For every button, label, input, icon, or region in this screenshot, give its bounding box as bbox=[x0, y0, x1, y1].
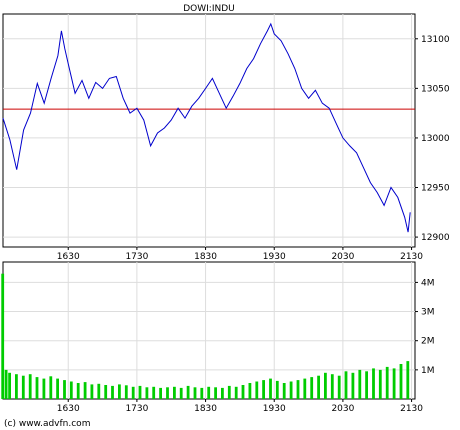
volume-bar bbox=[385, 366, 389, 399]
price-x-tick-label: 1630 bbox=[57, 252, 80, 262]
price-y-tick-label: 13100 bbox=[421, 35, 450, 45]
volume-bar bbox=[378, 369, 382, 399]
volume-bar bbox=[275, 380, 279, 399]
volume-bar bbox=[97, 383, 101, 399]
volume-bar bbox=[35, 377, 39, 399]
price-y-tick-label: 13000 bbox=[421, 134, 450, 144]
volume-bar bbox=[296, 380, 300, 399]
price-x-tick-label: 2030 bbox=[331, 252, 354, 262]
volume-x-tick-label: 2030 bbox=[331, 404, 354, 414]
volume-bar bbox=[255, 381, 259, 399]
volume-y-tick-label: 1M bbox=[421, 366, 435, 376]
volume-bar bbox=[56, 378, 59, 399]
volume-grid bbox=[3, 262, 415, 399]
volume-bar bbox=[15, 374, 18, 399]
price-y-tick-label: 13050 bbox=[421, 84, 450, 94]
volume-bar bbox=[337, 375, 341, 399]
volume-bar bbox=[49, 376, 53, 399]
volume-bar bbox=[344, 371, 348, 399]
volume-bar bbox=[145, 387, 149, 399]
volume-x-tick-label: 1830 bbox=[194, 404, 217, 414]
volume-bar bbox=[365, 371, 368, 399]
volume-bar bbox=[138, 385, 142, 399]
volume-bar bbox=[193, 387, 197, 399]
volume-x-tick-label: 2130 bbox=[400, 404, 423, 414]
volume-bars bbox=[1, 273, 410, 399]
volume-bar bbox=[21, 375, 25, 399]
volume-x-tick-label: 1730 bbox=[125, 404, 148, 414]
price-x-tick-label: 1930 bbox=[263, 252, 286, 262]
volume-bar bbox=[282, 383, 286, 399]
price-panel bbox=[2, 13, 416, 248]
volume-bar bbox=[1, 273, 5, 399]
source-credit: (c) www.advfn.com bbox=[4, 419, 90, 429]
volume-bar bbox=[324, 372, 327, 399]
volume-bar bbox=[358, 369, 362, 399]
volume-bar bbox=[131, 386, 135, 399]
volume-x-tick-label: 1630 bbox=[57, 404, 80, 414]
volume-bar bbox=[63, 380, 66, 399]
volume-bar bbox=[310, 377, 314, 399]
volume-y-tick-label: 4M bbox=[421, 278, 435, 288]
volume-y-axis: 4M 3M 2M 1M bbox=[415, 278, 435, 376]
volume-bar bbox=[248, 383, 252, 399]
volume-bar bbox=[28, 374, 32, 399]
price-series-line bbox=[2, 22, 411, 233]
volume-bar bbox=[179, 387, 183, 399]
price-x-tick-label: 1830 bbox=[194, 252, 217, 262]
price-y-tick-label: 12900 bbox=[421, 233, 450, 243]
volume-x-tick-label: 1930 bbox=[263, 404, 286, 414]
price-y-axis: 13100 13050 13000 12950 12900 bbox=[415, 35, 450, 243]
volume-bar bbox=[200, 387, 204, 399]
volume-bar bbox=[392, 368, 396, 399]
volume-bar bbox=[42, 378, 46, 399]
volume-x-axis: 1630 1730 1830 1930 2030 2130 bbox=[57, 399, 423, 414]
price-grid bbox=[3, 14, 415, 247]
volume-bar bbox=[8, 372, 11, 399]
price-x-tick-label: 1730 bbox=[125, 252, 148, 262]
volume-bar bbox=[166, 387, 169, 399]
price-y-tick-label: 12950 bbox=[421, 184, 450, 194]
volume-bar bbox=[406, 361, 410, 399]
volume-bar bbox=[207, 386, 211, 399]
volume-bar bbox=[173, 386, 176, 399]
volume-bar bbox=[227, 385, 231, 399]
volume-bar bbox=[152, 386, 156, 399]
volume-y-tick-label: 2M bbox=[421, 337, 435, 347]
volume-bar bbox=[303, 378, 307, 399]
volume-bar bbox=[69, 381, 73, 399]
volume-bar bbox=[186, 385, 190, 399]
chart-title: DOWI:INDU bbox=[183, 4, 235, 14]
price-x-tick-label: 2130 bbox=[400, 252, 423, 262]
volume-bar bbox=[118, 384, 121, 399]
volume-bar bbox=[351, 372, 355, 399]
volume-bar bbox=[4, 369, 8, 399]
volume-bar bbox=[234, 386, 238, 399]
volume-bar bbox=[269, 378, 272, 399]
volume-bar bbox=[159, 387, 162, 399]
volume-bar bbox=[111, 385, 114, 399]
volume-bar bbox=[262, 380, 265, 399]
volume-bar bbox=[399, 364, 403, 399]
volume-bar bbox=[124, 385, 128, 399]
volume-bar bbox=[289, 381, 293, 399]
volume-bar bbox=[104, 385, 108, 399]
volume-bar bbox=[214, 387, 217, 399]
price-x-axis: 1630 1730 1830 1930 2030 2130 bbox=[57, 247, 423, 262]
volume-bar bbox=[241, 385, 245, 399]
volume-y-tick-label: 3M bbox=[421, 308, 435, 318]
volume-bar bbox=[76, 383, 80, 399]
volume-bar bbox=[83, 382, 87, 399]
volume-bar bbox=[317, 375, 320, 399]
volume-bar bbox=[330, 374, 334, 399]
volume-bar bbox=[372, 368, 375, 399]
volume-bar bbox=[90, 384, 94, 399]
volume-bar bbox=[221, 387, 224, 399]
